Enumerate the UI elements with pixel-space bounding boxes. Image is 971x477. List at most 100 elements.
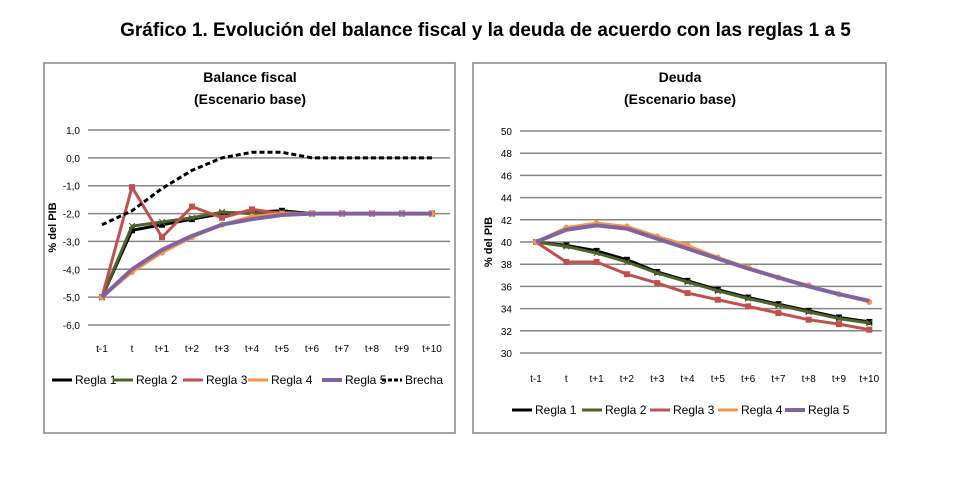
data-point: ✕ bbox=[127, 221, 136, 233]
x-tick-label: t+7 bbox=[771, 374, 786, 385]
x-tick-label: t+5 bbox=[711, 374, 726, 385]
y-tick-label: 30 bbox=[501, 349, 513, 360]
x-tick-label: t-1 bbox=[96, 344, 108, 355]
x-tick-label: t+1 bbox=[590, 374, 605, 385]
y-tick-label: 0,0 bbox=[66, 154, 80, 165]
data-point: ✕ bbox=[865, 318, 874, 330]
data-point bbox=[189, 203, 195, 210]
legend-label: Regla 5 bbox=[345, 373, 387, 387]
y-tick-label: -1,0 bbox=[63, 182, 81, 193]
x-tick-label: t+10 bbox=[859, 374, 879, 385]
legend-label: Regla 5 bbox=[808, 403, 850, 417]
series-line-regla-5 bbox=[535, 223, 870, 303]
x-tick-label: t+2 bbox=[185, 344, 200, 355]
data-point: ✕ bbox=[713, 286, 722, 298]
legend-label: Brecha bbox=[405, 373, 443, 387]
x-tick-label: t+7 bbox=[335, 344, 350, 355]
data-point bbox=[805, 316, 812, 323]
y-tick-label: 40 bbox=[501, 238, 513, 249]
y-axis-label: % del PIB bbox=[47, 202, 59, 252]
legend-label: Regla 3 bbox=[673, 403, 715, 417]
legend-label: Regla 3 bbox=[206, 373, 248, 387]
x-tick-label: t bbox=[131, 344, 134, 355]
data-point bbox=[775, 310, 782, 317]
data-point: ✕ bbox=[834, 314, 843, 326]
data-point bbox=[654, 280, 661, 287]
data-point bbox=[593, 258, 600, 265]
y-tick-label: -6,0 bbox=[63, 321, 81, 332]
data-point: ✕ bbox=[622, 257, 631, 269]
data-point: ✕ bbox=[592, 248, 601, 260]
chart-subtitle: (Escenario base) bbox=[194, 91, 306, 107]
x-tick-label: t bbox=[565, 374, 568, 385]
x-tick-label: t+5 bbox=[275, 344, 290, 355]
data-point bbox=[249, 206, 255, 213]
y-tick-label: 44 bbox=[501, 194, 513, 205]
x-tick-label: t+3 bbox=[215, 344, 230, 355]
legend-label: Regla 1 bbox=[535, 403, 577, 417]
y-tick-label: 34 bbox=[501, 305, 513, 316]
data-point: ✕ bbox=[683, 277, 692, 289]
x-tick-label: t+8 bbox=[802, 374, 817, 385]
x-tick-label: t+9 bbox=[832, 374, 847, 385]
y-tick-label: 46 bbox=[501, 171, 513, 182]
x-tick-label: t+3 bbox=[650, 374, 665, 385]
legend-label: Regla 1 bbox=[75, 373, 117, 387]
series-line-regla-3 bbox=[535, 240, 870, 332]
data-point: ✕ bbox=[743, 294, 752, 306]
data-point bbox=[866, 326, 873, 333]
data-point: ✕ bbox=[804, 307, 813, 319]
data-point: ✕ bbox=[217, 207, 226, 219]
data-point: ✕ bbox=[187, 213, 196, 225]
series-line-brecha bbox=[101, 150, 432, 227]
data-point bbox=[129, 184, 135, 191]
series-line-regla-2 bbox=[535, 240, 870, 325]
legend-label: Regla 4 bbox=[271, 373, 313, 387]
x-tick-label: t+6 bbox=[305, 344, 320, 355]
y-tick-label: 1,0 bbox=[66, 126, 80, 137]
data-point bbox=[593, 247, 600, 254]
x-tick-label: t+4 bbox=[680, 374, 695, 385]
x-tick-label: t+6 bbox=[741, 374, 756, 385]
data-point: ✕ bbox=[562, 241, 571, 253]
data-point bbox=[563, 258, 570, 265]
y-tick-label: 38 bbox=[501, 260, 513, 271]
x-tick-label: t+8 bbox=[365, 344, 380, 355]
y-tick-label: 48 bbox=[501, 149, 513, 160]
y-tick-label: -5,0 bbox=[63, 293, 81, 304]
figure-title: Gráfico 1. Evolución del balance fiscal … bbox=[120, 20, 851, 41]
data-point: ✕ bbox=[653, 268, 662, 280]
data-point bbox=[684, 290, 691, 297]
y-tick-label: 36 bbox=[501, 282, 513, 293]
x-tick-label: t+2 bbox=[620, 374, 635, 385]
y-tick-label: -3,0 bbox=[63, 237, 81, 248]
y-tick-label: -4,0 bbox=[63, 265, 81, 276]
y-axis-label: % del PIB bbox=[483, 217, 495, 267]
data-point bbox=[745, 303, 752, 310]
legend-label: Regla 4 bbox=[741, 403, 783, 417]
x-tick-label: t+10 bbox=[422, 344, 442, 355]
data-point bbox=[623, 271, 630, 278]
y-tick-label: 42 bbox=[501, 216, 513, 227]
data-point bbox=[159, 221, 165, 228]
data-point bbox=[836, 321, 842, 328]
x-tick-label: t+4 bbox=[245, 344, 260, 355]
data-point bbox=[623, 256, 630, 263]
legend-label: Regla 2 bbox=[605, 403, 647, 417]
y-tick-label: 50 bbox=[501, 127, 513, 138]
chart-title: Deuda bbox=[659, 69, 702, 85]
chart-title: Balance fiscal bbox=[203, 69, 296, 85]
chart-subtitle: (Escenario base) bbox=[624, 91, 736, 107]
data-point: ✕ bbox=[157, 217, 166, 229]
series-line-regla-5 bbox=[100, 211, 432, 299]
data-point bbox=[714, 296, 721, 303]
y-tick-label: -2,0 bbox=[63, 210, 81, 221]
y-tick-label: 32 bbox=[501, 327, 513, 338]
chart-frame bbox=[43, 62, 456, 434]
x-tick-label: t-1 bbox=[530, 374, 542, 385]
data-point bbox=[159, 234, 165, 241]
data-point bbox=[219, 214, 225, 221]
x-tick-label: t+9 bbox=[395, 344, 410, 355]
